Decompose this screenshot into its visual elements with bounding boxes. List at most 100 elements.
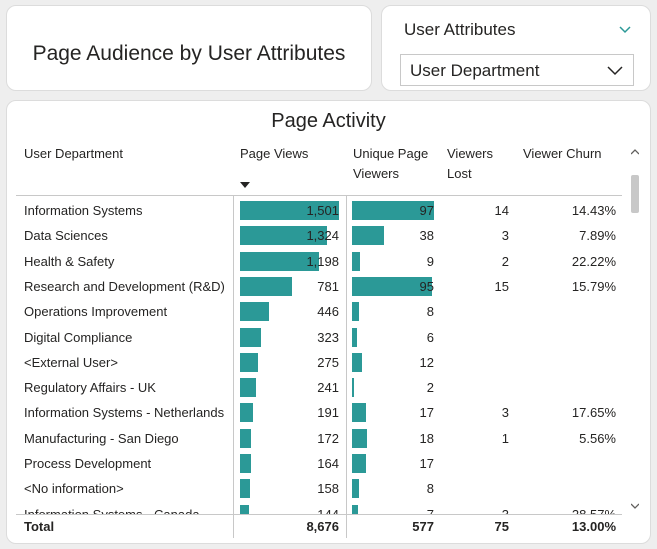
unique-viewers-cell: 8 [426, 481, 434, 497]
unique-viewers-cell: 12 [419, 354, 434, 370]
viewer-churn-cell: 15.79% [571, 278, 616, 294]
unique-viewers-bar [352, 403, 367, 423]
unique-viewers-cell: 95 [419, 278, 434, 294]
viewer-churn-cell: 17.65% [571, 405, 616, 421]
department-cell: Regulatory Affairs - UK [24, 380, 156, 396]
page-views-bar [240, 504, 250, 514]
unique-viewers-bar [352, 276, 433, 296]
unique-viewers-cell: 6 [426, 329, 434, 345]
header-divider [16, 195, 622, 196]
table-row[interactable]: Information Systems - Netherlands 191 17 3 1… [0, 400, 632, 425]
page-views-bar [240, 327, 262, 347]
unique-viewers-cell: 9 [426, 253, 434, 269]
viewer-churn-cell: 14.43% [571, 203, 616, 218]
page-activity-table: Page Activity [6, 100, 651, 544]
page-views-cell: 158 [317, 481, 339, 497]
viewers-lost-cell: 15 [494, 278, 509, 294]
unique-viewers-bar [352, 226, 385, 246]
column-header-department[interactable]: User Department [24, 146, 123, 161]
department-cell: Information Systems - Canada [24, 502, 229, 514]
unique-viewers-bar [352, 428, 368, 448]
table-row[interactable]: Manufacturing - San Diego 172 18 1 5.56% [0, 426, 632, 451]
column-separator [233, 196, 234, 538]
table-row[interactable]: Research and Development (R&D) 781 95 15 15.… [0, 274, 632, 299]
scroll-up-icon[interactable] [631, 149, 639, 155]
column-header-viewers-lost[interactable]: Viewers Lost [447, 146, 494, 181]
unique-viewers-bar [352, 302, 359, 322]
page-views-bar [240, 251, 319, 271]
unique-viewers-cell: 7 [352, 502, 434, 514]
department-cell: Data Sciences [24, 228, 108, 244]
department-cell: Operations Improvement [24, 304, 168, 320]
table-row[interactable]: Digital Compliance 323 6 [0, 325, 632, 350]
table-row[interactable]: <External User> 275 12 [0, 350, 632, 375]
table-row[interactable]: Health & Safety 1,198 9 2 22.22% [0, 249, 632, 274]
page-views-cell: 1,324 [306, 228, 339, 244]
page-views-bar [240, 378, 256, 398]
page-views-bar [240, 403, 253, 423]
unique-viewers-bar [352, 378, 354, 398]
page-views-cell: 275 [317, 354, 339, 370]
department-cell: Information Systems [24, 203, 143, 218]
viewers-lost-cell: 3 [501, 405, 509, 421]
unique-viewers-cell: 18 [419, 430, 434, 446]
table-scrollbar[interactable] [628, 143, 642, 517]
page-views-cell: 323 [317, 329, 339, 345]
total-label: Total [24, 519, 55, 534]
department-cell: Information Systems - Netherlands [24, 405, 225, 421]
unique-viewers-bar [352, 251, 360, 271]
page-views-bar [240, 276, 292, 296]
page-views-cell: 164 [317, 456, 339, 471]
chevron-down-icon[interactable] [618, 24, 632, 34]
table-row[interactable]: Regulatory Affairs - UK 241 2 [0, 375, 632, 400]
unique-viewers-cell: 8 [426, 304, 434, 320]
viewer-churn-cell: 28.57% [520, 502, 616, 514]
column-header-unique-viewers[interactable]: Unique Page Viewers [353, 146, 429, 181]
page-views-bar [240, 454, 251, 473]
report-title-card: Page Audience by User Attributes [6, 5, 372, 91]
unique-viewers-cell: 17 [419, 405, 434, 421]
department-cell: Health & Safety [24, 253, 115, 269]
unique-viewers-cell: 17 [419, 456, 434, 471]
column-header-viewer-churn[interactable]: Viewer Churn [523, 146, 602, 161]
department-cell: Process Development [24, 456, 152, 471]
unique-viewers-bar [352, 327, 358, 347]
department-cell: <No information> [24, 481, 124, 497]
slicer-header: User Attributes [404, 20, 516, 39]
viewer-churn-cell: 22.22% [571, 253, 616, 269]
column-header-page-views[interactable]: Page Views [240, 146, 309, 161]
table-body: Information Systems 1,501 97 14 14.43% Data S… [0, 198, 632, 514]
page-views-cell: 144 [240, 502, 339, 514]
department-cell: Research and Development (R&D) [24, 278, 225, 294]
scrollbar-thumb[interactable] [631, 175, 639, 213]
table-row[interactable]: Operations Improvement 446 8 [0, 299, 632, 324]
table-title: Page Activity [271, 110, 386, 132]
page-views-cell: 1,501 [306, 203, 339, 218]
viewers-lost-cell: 1 [501, 430, 509, 446]
unique-viewers-bar [352, 454, 367, 473]
page-views-cell: 1,198 [306, 253, 339, 269]
unique-viewers-bar [352, 201, 434, 220]
page-views-cell: 446 [317, 304, 339, 320]
total-row: Total 8,676 577 75 13.00% [0, 514, 632, 539]
unique-viewers-cell: 2 [426, 380, 434, 396]
scroll-down-icon[interactable] [631, 503, 639, 509]
table-row[interactable]: Data Sciences 1,324 38 3 7.89% [0, 223, 632, 248]
page-views-bar [240, 479, 251, 499]
viewer-churn-cell: 7.89% [579, 228, 616, 244]
page-views-bar [240, 201, 339, 220]
table-row[interactable]: <No information> 158 8 [0, 476, 632, 501]
table-row[interactable]: Process Development 164 17 [0, 451, 632, 476]
slicer-dropdown[interactable]: User Department [400, 54, 634, 86]
page-views-bar [240, 302, 270, 322]
user-attributes-slicer[interactable]: User Attributes User Department [381, 5, 651, 91]
department-cell: Digital Compliance [24, 329, 133, 345]
department-cell: <External User> [24, 354, 118, 370]
viewers-lost-cell: 3 [501, 228, 509, 244]
column-separator [346, 196, 347, 538]
table-row[interactable]: Information Systems - Canada 144 73 28.57% [0, 502, 632, 514]
unique-viewers-bar [352, 479, 359, 499]
total-divider [16, 514, 622, 515]
table-row[interactable]: Information Systems 1,501 97 14 14.43% [0, 198, 632, 223]
page-views-cell: 172 [317, 430, 339, 446]
